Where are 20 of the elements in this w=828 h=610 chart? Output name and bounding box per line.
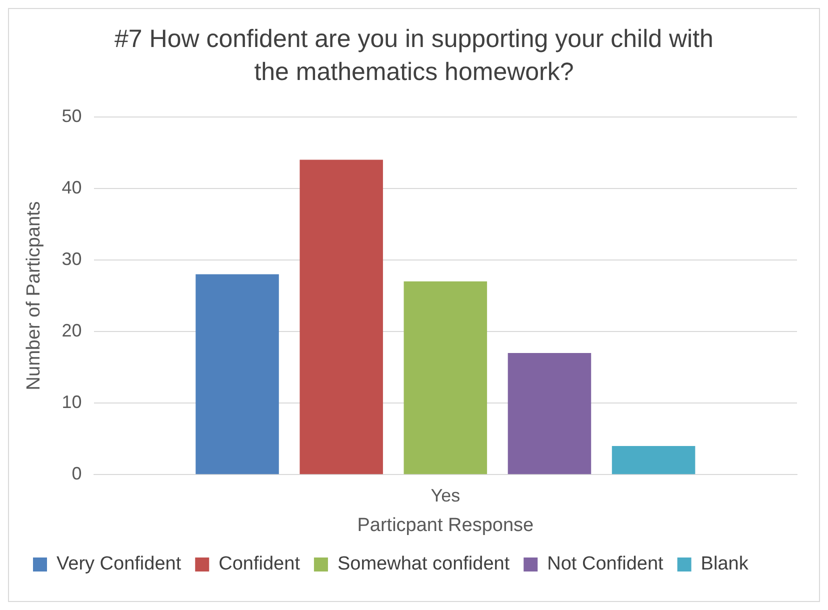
legend-label: Somewhat confident xyxy=(337,554,510,575)
x-axis-title: Particpant Response xyxy=(357,514,534,536)
bar xyxy=(404,281,488,474)
legend-label: Confident xyxy=(218,554,301,575)
y-tick-label: 30 xyxy=(62,248,82,269)
bar xyxy=(612,446,696,474)
x-tick-label: Yes xyxy=(430,485,460,506)
y-tick-label: 50 xyxy=(62,106,82,126)
y-axis-title: Number of Particpants xyxy=(24,201,45,390)
chart-title: #7 How confident are you in supporting your child with the mathematics homework? xyxy=(114,24,714,88)
legend-label: Very Confident xyxy=(56,554,182,575)
y-tick-label: 20 xyxy=(62,320,82,340)
y-tick-label: 10 xyxy=(62,392,82,412)
bar xyxy=(300,160,383,474)
y-tick-label: 0 xyxy=(72,464,82,484)
legend-label: Blank xyxy=(700,554,749,575)
bar xyxy=(508,352,592,474)
legend-label: Not Confident xyxy=(547,554,664,575)
y-tick-label: 40 xyxy=(62,177,82,198)
bar xyxy=(196,274,279,474)
